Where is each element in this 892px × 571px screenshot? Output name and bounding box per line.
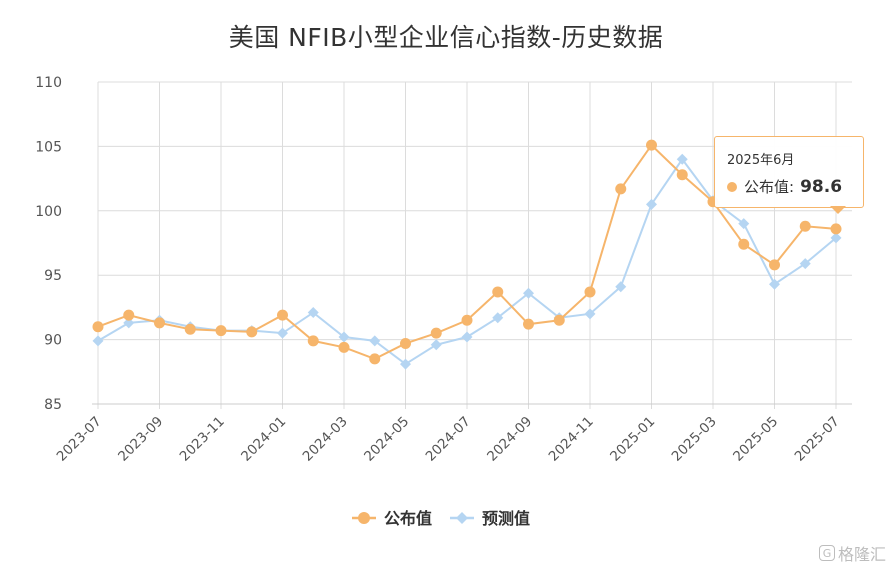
actual-point: [307, 335, 319, 347]
y-tick-label: 110: [35, 75, 62, 91]
data-tooltip: 2025年6月 公布值: 98.6: [714, 136, 864, 208]
x-tick-label: 2024-03: [300, 414, 351, 465]
legend-circle-icon: [358, 512, 370, 524]
actual-point: [154, 317, 165, 329]
actual-point: [646, 139, 657, 151]
x-axis: 2023-07 2023-09 2023-11 2024-01 2024-03 2024-…: [54, 403, 852, 465]
forecast-point: [584, 308, 596, 320]
watermark-logo-icon: G: [818, 545, 835, 561]
actual-point: [523, 318, 534, 330]
grid: [97, 81, 852, 409]
actual-point: [215, 325, 227, 337]
actual-point: [123, 309, 135, 321]
actual-point: [738, 238, 750, 250]
x-tick-label: 2025-05: [730, 414, 781, 465]
x-tick-label: 2023-09: [115, 414, 166, 465]
x-tick-label: 2025-07: [792, 414, 843, 465]
watermark-text: 格隆汇: [837, 545, 886, 564]
actual-point: [830, 223, 842, 235]
actual-point: [338, 341, 350, 353]
forecast-point: [615, 281, 627, 293]
tooltip-pointer: [830, 206, 846, 214]
forecast-point: [646, 198, 657, 210]
tooltip-series-dot-icon: [727, 181, 737, 192]
x-tick-label: 2024-07: [423, 414, 474, 465]
actual-point: [769, 259, 780, 271]
actual-point: [492, 286, 504, 298]
y-tick-label: 90: [44, 333, 62, 349]
forecast-point: [277, 327, 288, 339]
forecast-point: [830, 232, 842, 244]
tooltip-series-name: 公布值: [744, 178, 790, 196]
x-tick-label: 2023-07: [54, 414, 105, 465]
y-tick-label: 100: [35, 204, 62, 220]
forecast-point: [307, 307, 319, 319]
x-tick-label: 2025-03: [669, 414, 720, 465]
tooltip-date: 2025年6月: [727, 153, 795, 168]
forecast-point: [369, 335, 381, 347]
y-tick-label: 85: [44, 397, 62, 413]
forecast-point: [676, 153, 688, 165]
actual-point: [676, 169, 688, 181]
tooltip-value: 98.6: [800, 176, 843, 197]
actual-point: [92, 321, 104, 333]
forecast-point: [430, 339, 442, 351]
actual-point: [369, 353, 381, 365]
x-tick-label: 2024-05: [361, 414, 412, 465]
watermark: G 格隆汇: [818, 541, 886, 565]
forecast-point: [769, 278, 780, 290]
actual-point: [430, 327, 442, 339]
tooltip-row: 公布值: 98.6: [727, 176, 851, 197]
actual-point: [584, 286, 596, 298]
forecast-point: [523, 287, 534, 299]
actual-point: [461, 314, 473, 326]
forecast-point: [123, 317, 135, 329]
chart-title: 美国 NFIB小型企业信心指数-历史数据: [228, 23, 664, 52]
actual-point: [553, 314, 565, 326]
actual-point: [277, 309, 288, 321]
forecast-point: [400, 358, 411, 370]
x-tick-label: 2025-01: [607, 414, 658, 465]
series-layer: [92, 139, 842, 370]
forecast-point: [461, 331, 473, 343]
legend: 公布值 预测值: [352, 509, 530, 528]
actual-point: [184, 323, 196, 335]
forecast-point: [492, 312, 504, 324]
legend-diamond-icon: [456, 512, 468, 524]
y-tick-label: 105: [35, 139, 62, 155]
x-tick-label: 2024-01: [238, 414, 289, 465]
actual-point: [246, 326, 258, 338]
actual-point: [615, 183, 627, 195]
legend-label: 公布值: [384, 509, 432, 528]
actual-point: [400, 337, 411, 349]
forecast-point: [799, 258, 811, 270]
forecast-point: [738, 218, 750, 230]
y-axis: 85 90 95 100 105 110: [35, 75, 62, 413]
x-tick-label: 2024-11: [546, 414, 597, 465]
forecast-point: [338, 331, 350, 343]
actual-point: [799, 220, 811, 232]
legend-label: 预测值: [482, 509, 530, 528]
x-tick-label: 2023-11: [177, 414, 228, 465]
y-tick-label: 95: [44, 268, 62, 284]
forecast-point: [92, 335, 104, 347]
x-tick-label: 2024-09: [484, 414, 535, 465]
